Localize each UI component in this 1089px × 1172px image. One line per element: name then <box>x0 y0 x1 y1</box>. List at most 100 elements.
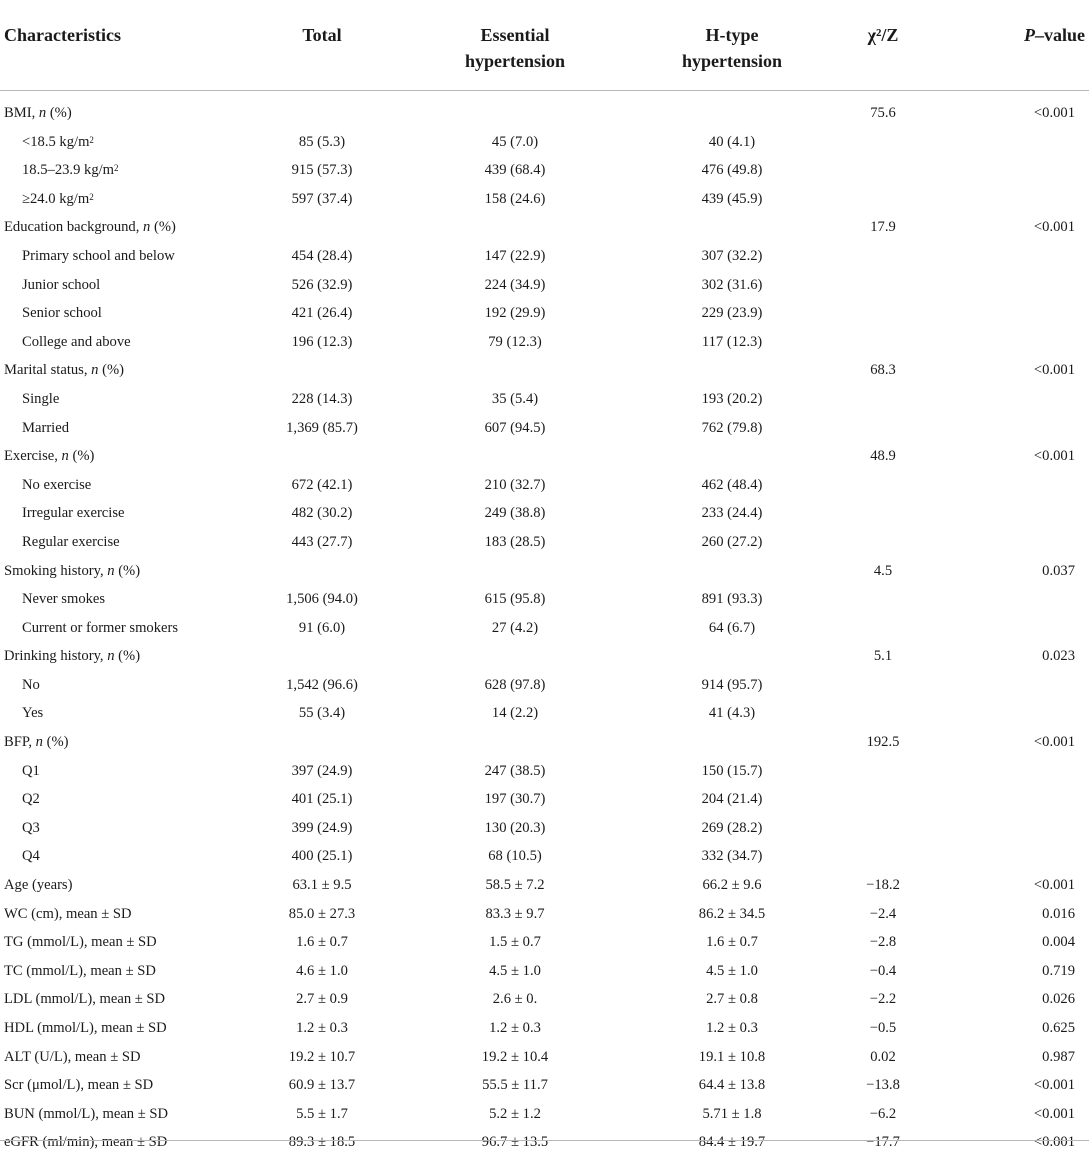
cell-htype: 2.7 ± 0.8 <box>706 991 758 1008</box>
row-label: TC (mmol/L), mean ± SD <box>4 961 156 981</box>
cell-htype: 19.1 ± 10.8 <box>698 1048 766 1065</box>
cell-p-value: <0.001 <box>1033 448 1075 465</box>
table-row: No 1,542 (96.6) 628 (97.8) 914 (95.7) <box>0 671 1089 700</box>
cell-htype: 40 (4.1) <box>708 133 756 150</box>
cell-essential: 19.2 ± 10.4 <box>481 1048 549 1065</box>
cell-htype: 64 (6.7) <box>708 619 756 636</box>
cell-essential: 79 (12.3) <box>488 333 542 350</box>
table-row: Current or former smokers 91 (6.0) 27 (4.2… <box>0 614 1089 643</box>
cell-htype: 64.4 ± 13.8 <box>698 1077 766 1094</box>
row-label: BFP, n (%) <box>4 732 68 752</box>
cell-p-value: <0.001 <box>1033 1105 1075 1122</box>
row-label-text: No <box>22 676 40 693</box>
row-label-text: Q1 <box>22 762 40 779</box>
row-label-text: Yes <box>22 705 44 722</box>
cell-essential: 628 (97.8) <box>484 676 546 693</box>
cell-htype: 86.2 ± 34.5 <box>698 905 766 922</box>
row-label: HDL (mmol/L), mean ± SD <box>4 1018 167 1038</box>
cell-essential: 183 (28.5) <box>484 533 546 550</box>
row-label-text: LDL (mmol/L), mean ± SD <box>4 991 166 1008</box>
cell-essential: 5.2 ± 1.2 <box>489 1105 541 1122</box>
row-label: TG (mmol/L), mean ± SD <box>4 932 157 952</box>
cell-total: 19.2 ± 10.7 <box>288 1048 356 1065</box>
cell-total: 401 (25.1) <box>291 791 353 808</box>
cell-chi-z: 0.02 <box>870 1048 896 1065</box>
cell-p-value: 0.037 <box>1042 562 1075 579</box>
cell-p-value: <0.001 <box>1033 105 1075 121</box>
cell-p-value: <0.001 <box>1033 877 1075 894</box>
cell-total: 85.0 ± 27.3 <box>288 905 356 922</box>
row-label-text: Current or former smokers <box>22 619 179 636</box>
row-label-text: Smoking history, <box>4 562 108 579</box>
header-htype-line2: hypertension <box>681 51 783 71</box>
cell-total: 421 (26.4) <box>291 305 353 322</box>
row-label: Junior school <box>22 275 100 295</box>
row-label: Age (years) <box>4 875 72 895</box>
cell-p-value: <0.001 <box>1033 362 1075 379</box>
header-chi: χ²/Z <box>867 25 899 45</box>
row-label-italic: n <box>107 562 115 579</box>
row-label: Yes <box>22 703 43 723</box>
row-label-text: No exercise <box>22 476 92 493</box>
table-row: Drinking history, n (%) 5.1 0.023 <box>0 642 1089 671</box>
row-label: WC (cm), mean ± SD <box>4 904 132 924</box>
cell-chi-z: −0.5 <box>869 1020 897 1036</box>
cell-essential: 615 (95.8) <box>484 591 546 608</box>
cell-htype: 439 (45.9) <box>701 190 763 207</box>
table-row: BFP, n (%) 192.5 <0.001 <box>0 728 1089 757</box>
table-body: BMI, n (%) 75.6 <0.001 <18.5 kg/m2 85 (5.3) 4… <box>0 99 1089 1157</box>
row-label-text: Married <box>22 419 70 436</box>
cell-essential: 607 (94.5) <box>484 419 546 436</box>
cell-p-value: <0.001 <box>1033 734 1075 751</box>
row-label: Education background, n (%) <box>4 217 176 237</box>
cell-p-value: <0.001 <box>1033 1134 1075 1151</box>
cell-essential: 1.2 ± 0.3 <box>489 1020 541 1036</box>
row-label-text: ≥24.0 kg/m <box>22 190 90 207</box>
cell-htype: 204 (21.4) <box>701 791 763 808</box>
cell-htype: 150 (15.7) <box>701 762 763 779</box>
table-row: Smoking history, n (%) 4.5 0.037 <box>0 557 1089 586</box>
cell-total: 482 (30.2) <box>291 505 353 522</box>
row-label: 18.5–23.9 kg/m2 <box>22 160 119 180</box>
cell-total: 85 (5.3) <box>298 133 346 150</box>
cell-p-value: 0.016 <box>1042 905 1075 922</box>
row-label: Q1 <box>22 761 40 781</box>
cell-total: 1,542 (96.6) <box>286 676 358 693</box>
cell-total: 399 (24.9) <box>291 819 353 836</box>
cell-essential: 55.5 ± 11.7 <box>482 1077 548 1094</box>
row-label-text: Single <box>22 390 60 407</box>
header-characteristics: Characteristics <box>4 25 121 45</box>
cell-p-value: 0.719 <box>1042 962 1075 979</box>
table-row: Age (years) 63.1 ± 9.5 58.5 ± 7.2 66.2 ± 9.… <box>0 871 1089 900</box>
row-label-italic: n <box>61 448 69 465</box>
cell-chi-z: 17.9 <box>870 219 896 236</box>
table-row: LDL (mmol/L), mean ± SD 2.7 ± 0.9 2.6 ± 0.… <box>0 985 1089 1014</box>
cell-essential: 58.5 ± 7.2 <box>485 877 545 894</box>
cell-essential: 4.5 ± 1.0 <box>489 962 541 979</box>
row-label-text: WC (cm), mean ± SD <box>4 905 132 922</box>
cell-chi-z: −0.4 <box>869 962 897 979</box>
cell-p-value: 0.023 <box>1042 648 1075 665</box>
row-label: Exercise, n (%) <box>4 446 94 466</box>
row-label: Single <box>22 389 59 409</box>
row-label: No <box>22 675 40 695</box>
row-label-text: TC (mmol/L), mean ± SD <box>4 962 156 979</box>
cell-chi-z: 192.5 <box>866 734 900 751</box>
cell-htype: 332 (34.7) <box>701 848 763 865</box>
header-essential: Essential hypertension <box>465 22 565 74</box>
cell-essential: 147 (22.9) <box>484 247 546 264</box>
row-label-italic: n <box>35 734 43 751</box>
cell-htype: 269 (28.2) <box>701 819 763 836</box>
table-row: Senior school 421 (26.4) 192 (29.9) 229 (23… <box>0 299 1089 328</box>
cell-essential: 27 (4.2) <box>491 619 539 636</box>
cell-essential: 247 (38.5) <box>484 762 546 779</box>
cell-essential: 35 (5.4) <box>491 390 539 407</box>
cell-chi-z: −6.2 <box>869 1105 897 1122</box>
cell-essential: 224 (34.9) <box>484 276 546 293</box>
table-row: 18.5–23.9 kg/m2 915 (57.3) 439 (68.4) 476 (… <box>0 156 1089 185</box>
row-label-text: Q3 <box>22 819 40 836</box>
row-label: BMI, n (%) <box>4 103 72 123</box>
cell-total: 915 (57.3) <box>291 162 353 179</box>
row-label: Q2 <box>22 789 40 809</box>
row-label-text: Regular exercise <box>22 533 120 550</box>
